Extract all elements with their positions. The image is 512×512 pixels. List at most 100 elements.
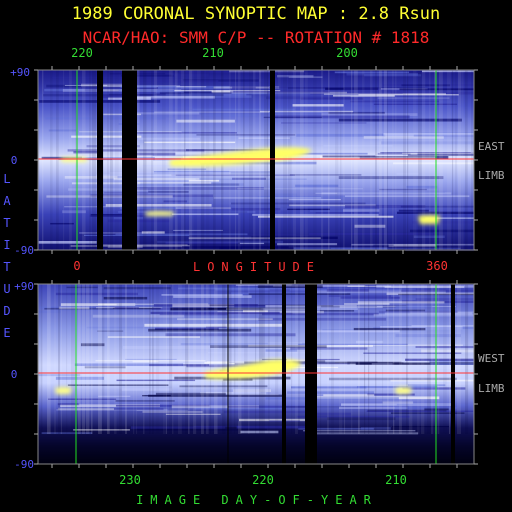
texture-streak — [144, 141, 236, 144]
texture-streak — [290, 386, 367, 389]
texture-streak — [354, 224, 386, 228]
texture-streak — [300, 97, 364, 100]
texture-streak — [64, 84, 108, 86]
texture-column — [151, 70, 154, 250]
texture-streak — [298, 427, 374, 430]
texture-streak — [161, 294, 243, 296]
texture-streak — [410, 311, 474, 314]
texture-streak — [373, 376, 474, 380]
west-limb-label: LIMB — [478, 382, 505, 395]
texture-streak — [341, 403, 454, 406]
texture-column — [206, 284, 209, 434]
texture-streak — [399, 88, 474, 91]
texture-column — [107, 70, 109, 250]
texture-column — [156, 284, 160, 434]
texture-streak — [338, 118, 462, 122]
texture-column — [98, 284, 102, 434]
texture-column — [471, 70, 474, 250]
texture-column — [387, 70, 389, 250]
texture-streak — [204, 361, 245, 364]
texture-streak — [171, 213, 239, 216]
texture-streak — [147, 211, 248, 213]
west-y-tick-zero: 0 — [11, 368, 18, 381]
texture-streak — [74, 363, 184, 367]
texture-streak — [86, 326, 187, 329]
texture-streak — [186, 149, 271, 152]
texture-streak — [287, 208, 330, 211]
texture-streak — [251, 236, 338, 240]
texture-streak — [248, 293, 351, 295]
texture-streak — [150, 311, 280, 315]
texture-column — [185, 284, 189, 434]
texture-streak — [175, 207, 231, 209]
gap-3 — [451, 284, 455, 464]
texture-streak — [309, 412, 352, 416]
texture-streak — [273, 285, 366, 287]
texture-streak — [396, 211, 474, 214]
texture-streak — [407, 384, 446, 387]
east-limb-label: LIMB — [478, 169, 505, 182]
texture-column — [382, 284, 384, 434]
texture-column — [222, 284, 226, 434]
texture-streak — [188, 179, 220, 182]
texture-streak — [292, 104, 344, 107]
texture-column — [54, 284, 57, 434]
texture-column — [178, 284, 182, 434]
texture-streak — [179, 385, 268, 388]
texture-streak — [183, 183, 240, 186]
texture-streak — [196, 134, 296, 136]
texture-streak — [276, 75, 314, 78]
texture-streak — [227, 405, 309, 408]
texture-streak — [165, 241, 239, 244]
longitude-tick-360: 360 — [426, 259, 448, 273]
texture-streak — [366, 410, 474, 412]
texture-streak — [86, 145, 140, 148]
texture-streak — [377, 97, 450, 99]
texture-streak — [327, 417, 396, 421]
texture-streak — [359, 156, 449, 159]
texture-streak — [386, 374, 433, 377]
texture-streak — [242, 309, 268, 313]
texture-streak — [121, 74, 175, 77]
texture-streak — [157, 85, 230, 89]
texture-streak — [326, 288, 369, 292]
texture-streak — [57, 403, 80, 406]
texture-streak — [115, 233, 248, 236]
texture-column — [102, 284, 105, 434]
texture-streak — [344, 303, 390, 305]
texture-streak — [230, 292, 348, 295]
texture-column — [210, 284, 212, 434]
texture-streak — [371, 363, 393, 365]
texture-streak — [172, 304, 235, 308]
texture-streak — [376, 285, 474, 288]
texture-streak — [287, 391, 374, 394]
texture-streak — [402, 387, 466, 390]
texture-streak — [373, 103, 458, 105]
texture-column — [327, 284, 329, 434]
texture-streak — [315, 212, 369, 214]
texture-streak — [270, 115, 410, 119]
texture-column — [133, 284, 135, 434]
texture-streak — [413, 235, 445, 239]
texture-streak — [286, 358, 311, 362]
texture-column — [255, 284, 257, 434]
texture-column — [465, 70, 468, 250]
texture-column — [38, 284, 42, 434]
texture-streak — [382, 84, 474, 86]
texture-column — [50, 70, 53, 250]
texture-column — [149, 284, 151, 434]
texture-column — [298, 284, 301, 434]
texture-streak — [73, 151, 100, 154]
texture-streak — [315, 192, 338, 194]
texture-streak — [182, 79, 259, 82]
texture-streak — [116, 303, 185, 306]
texture-streak — [100, 89, 135, 92]
texture-streak — [142, 411, 203, 413]
texture-streak — [231, 208, 281, 211]
texture-streak — [395, 306, 433, 308]
east-y-tick-top: +90 — [10, 66, 30, 79]
texture-column — [438, 284, 440, 434]
texture-streak — [153, 304, 258, 307]
texture-column — [91, 284, 93, 434]
